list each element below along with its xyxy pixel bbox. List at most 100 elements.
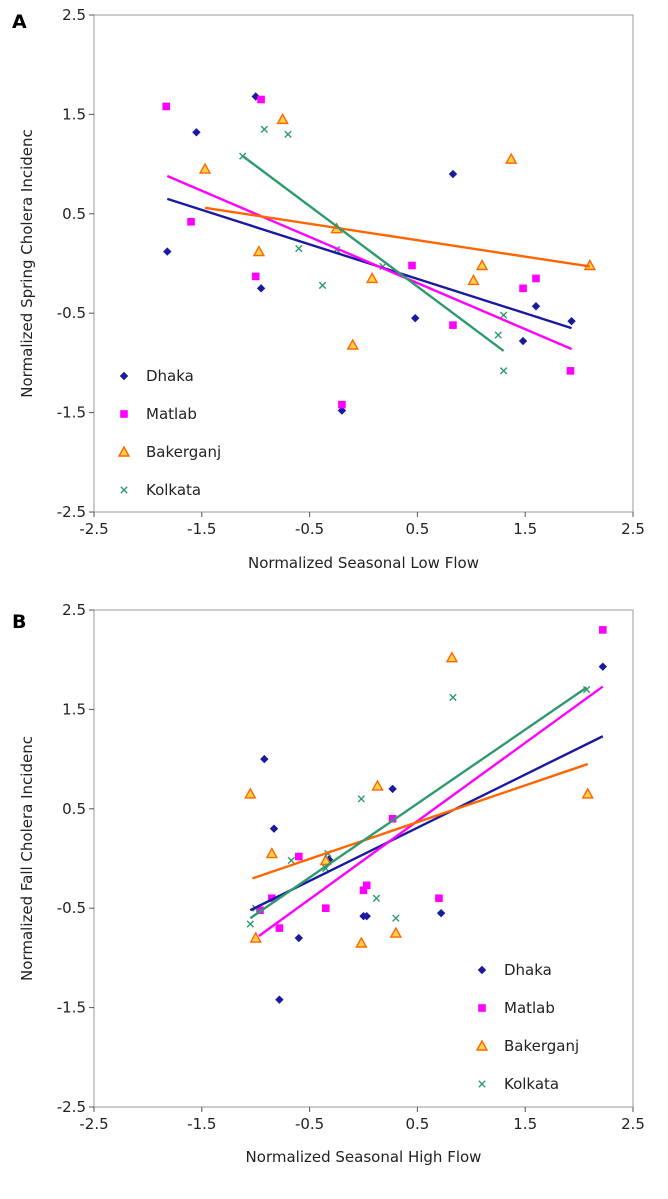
x-tick-label: 2.5 bbox=[621, 1115, 645, 1133]
legend-marker bbox=[119, 371, 129, 381]
data-point bbox=[532, 274, 540, 283]
legend-marker bbox=[478, 1004, 486, 1012]
data-point bbox=[435, 894, 443, 903]
panel-a-chart: A 2.5 1.5 0.5 -0.5 -1.5 -2.5-2.5 -1.5 -0.5 0.5 1.5… bbox=[12, 6, 645, 572]
data-point bbox=[338, 400, 346, 409]
legend-label: Kolkata bbox=[146, 481, 201, 499]
data-point bbox=[475, 259, 489, 271]
data-point bbox=[251, 272, 260, 281]
x-tick-label: 1.5 bbox=[513, 520, 537, 538]
y-tick-label: -0.5 bbox=[57, 899, 86, 917]
series-kolkata bbox=[246, 685, 591, 928]
legend-marker bbox=[117, 445, 131, 457]
data-point bbox=[448, 169, 458, 179]
data-point bbox=[318, 281, 327, 290]
data-point bbox=[519, 284, 527, 293]
data-point bbox=[362, 881, 371, 890]
legend-label: Dhaka bbox=[504, 961, 552, 979]
y-tick-label: 2.5 bbox=[62, 601, 86, 619]
data-point bbox=[436, 908, 446, 918]
legend: Dhaka Matlab Bakerganj Kolkata bbox=[475, 961, 579, 1093]
data-point bbox=[295, 244, 303, 253]
legend-marker bbox=[120, 410, 128, 418]
data-point bbox=[494, 331, 502, 339]
data-point bbox=[187, 217, 195, 226]
legend-label: Matlab bbox=[146, 405, 197, 423]
legend-label: Bakerganj bbox=[504, 1037, 579, 1055]
panel-label: A bbox=[12, 11, 27, 33]
data-point bbox=[449, 321, 457, 329]
series-matlab bbox=[256, 626, 607, 932]
y-tick-label: -1.5 bbox=[57, 999, 86, 1017]
data-point bbox=[287, 856, 295, 865]
series-kolkata bbox=[239, 125, 508, 375]
data-point bbox=[362, 911, 371, 921]
legend-label: Dhaka bbox=[146, 367, 194, 385]
data-point bbox=[198, 162, 212, 174]
data-point bbox=[445, 651, 459, 663]
plot-area bbox=[93, 609, 634, 1108]
x-tick-label: -0.5 bbox=[295, 1115, 324, 1133]
y-tick-label: -1.5 bbox=[57, 404, 86, 422]
data-point bbox=[269, 824, 279, 833]
data-point bbox=[581, 787, 594, 799]
x-tick-label: -2.5 bbox=[79, 1115, 108, 1133]
y-tick-label: 2.5 bbox=[62, 6, 86, 24]
legend-label: Matlab bbox=[504, 999, 555, 1017]
data-point bbox=[372, 894, 381, 902]
data-point bbox=[275, 995, 284, 1004]
data-point bbox=[467, 273, 480, 286]
legend: Dhaka Matlab Bakerganj Kolkata bbox=[117, 367, 221, 499]
data-point bbox=[319, 854, 332, 866]
data-point bbox=[499, 311, 508, 319]
x-tick-label: -1.5 bbox=[187, 520, 216, 538]
data-point bbox=[257, 95, 265, 104]
data-point bbox=[192, 128, 201, 137]
legend-marker bbox=[477, 965, 487, 975]
data-point bbox=[518, 336, 528, 346]
data-point bbox=[265, 847, 279, 859]
legend-marker bbox=[475, 1039, 489, 1051]
data-point bbox=[389, 926, 403, 938]
data-point bbox=[598, 662, 608, 671]
data-point bbox=[246, 920, 255, 928]
x-tick-label: 0.5 bbox=[405, 520, 429, 538]
data-point bbox=[567, 316, 576, 326]
x-tick-label: -2.5 bbox=[79, 520, 108, 538]
data-point bbox=[337, 406, 347, 415]
x-tick-label: 0.5 bbox=[405, 1115, 429, 1133]
x-tick-label: 2.5 bbox=[621, 520, 645, 538]
data-point bbox=[163, 247, 172, 256]
data-point bbox=[408, 261, 416, 270]
y-tick-label: 1.5 bbox=[62, 700, 86, 718]
data-point bbox=[294, 933, 304, 943]
data-point bbox=[411, 313, 420, 323]
data-point bbox=[275, 924, 284, 932]
series-dhaka bbox=[260, 662, 608, 1004]
legend-marker bbox=[478, 1080, 486, 1088]
data-point bbox=[244, 787, 257, 799]
y-axis-label: Normalized Spring Cholera Incidenc bbox=[18, 129, 36, 398]
data-point bbox=[388, 814, 397, 823]
x-axis-label: Normalized Seasonal High Flow bbox=[246, 1148, 482, 1166]
data-point bbox=[582, 685, 591, 694]
y-tick-label: -2.5 bbox=[57, 503, 86, 521]
x-tick-label: -1.5 bbox=[187, 1115, 216, 1133]
x-axis-label: Normalized Seasonal Low Flow bbox=[248, 554, 479, 572]
data-point bbox=[365, 271, 379, 284]
data-point bbox=[260, 754, 269, 764]
series-matlab bbox=[162, 95, 575, 409]
data-point bbox=[321, 904, 330, 912]
data-point bbox=[566, 367, 575, 375]
data-point bbox=[599, 626, 607, 634]
data-point bbox=[284, 130, 292, 138]
trend-line-matlab bbox=[166, 174, 573, 351]
data-point bbox=[295, 852, 303, 861]
data-point bbox=[449, 693, 457, 702]
series-bakerganj bbox=[198, 112, 597, 350]
data-point bbox=[388, 784, 397, 794]
data-point bbox=[252, 245, 266, 257]
plot-area bbox=[93, 14, 634, 513]
data-point bbox=[504, 152, 518, 164]
y-tick-label: 0.5 bbox=[62, 205, 86, 223]
